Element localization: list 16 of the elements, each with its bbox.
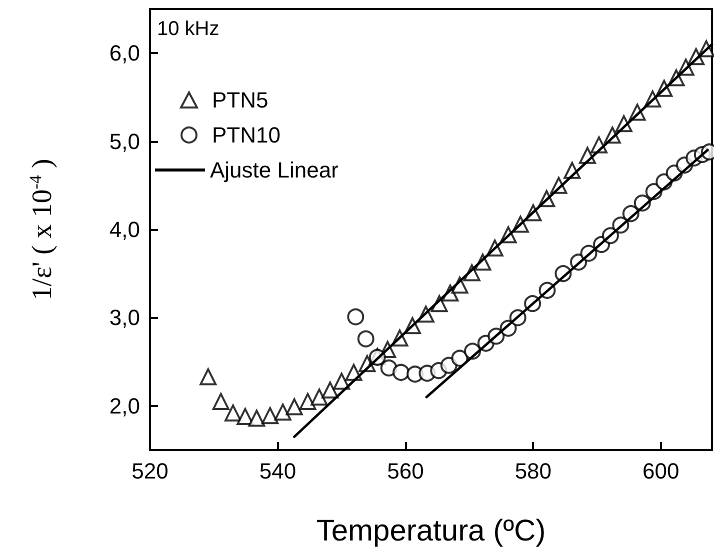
y-tick-label: 2,0 <box>109 393 140 418</box>
annotation: 10 kHz <box>157 18 220 40</box>
y-tick-label: 6,0 <box>109 40 140 66</box>
x-tick-label: 520 <box>132 458 168 484</box>
x-tick-label: 600 <box>642 458 680 484</box>
x-axis-title: Temperatura (ºC) <box>316 514 546 548</box>
x-tick-label: 580 <box>514 458 552 484</box>
x-tick-label: 560 <box>387 458 424 484</box>
legend-label: Ajuste Linear <box>210 158 338 182</box>
y-axis-title: 1/ε' ( x 10-4 ) <box>26 158 58 300</box>
legend-label: PTN5 <box>212 88 268 112</box>
legend-label: PTN10 <box>212 122 280 148</box>
y-tick-label: 4,0 <box>109 217 140 242</box>
y-tick-label: 3,0 <box>109 305 140 330</box>
x-tick-label: 540 <box>259 458 296 484</box>
y-tick-label: 5,0 <box>109 128 140 154</box>
